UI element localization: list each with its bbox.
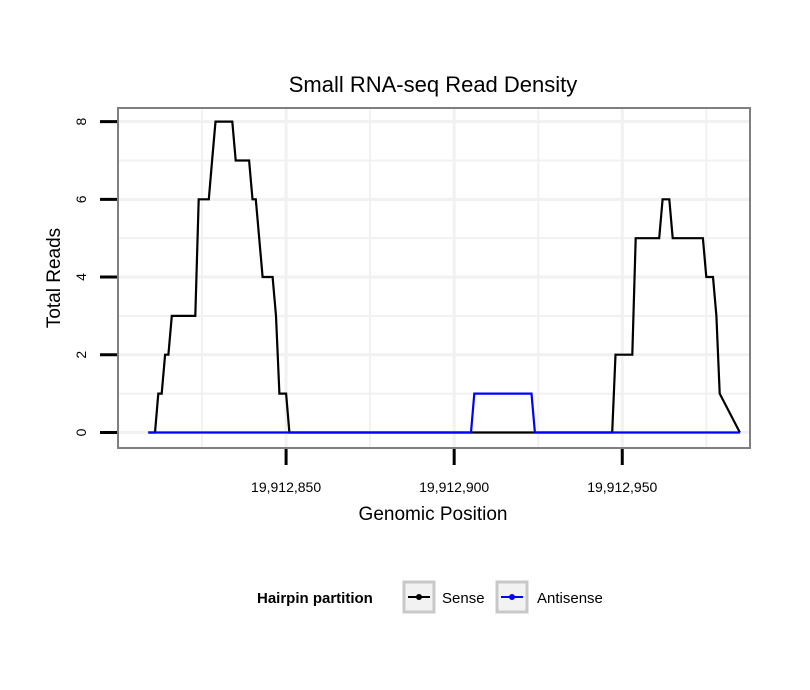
y-axis: 0 2 4 6 8 bbox=[73, 117, 117, 436]
x-tick-label: 19,912,950 bbox=[587, 479, 657, 495]
chart-title: Small RNA-seq Read Density bbox=[289, 72, 578, 97]
legend-title: Hairpin partition bbox=[257, 590, 373, 607]
y-tick-label: 0 bbox=[73, 428, 89, 436]
x-tick-label: 19,912,900 bbox=[419, 479, 489, 495]
series-line-antisense bbox=[148, 392, 740, 434]
x-axis: 19,912,850 19,912,900 19,912,950 bbox=[251, 449, 657, 495]
y-tick-label: 6 bbox=[73, 195, 89, 203]
y-tick-label: 8 bbox=[73, 117, 89, 125]
series-line-sense bbox=[148, 120, 741, 434]
x-axis-title: Genomic Position bbox=[359, 504, 508, 525]
legend-label-sense: Sense bbox=[442, 590, 485, 607]
legend: Hairpin partition Sense Antisense bbox=[257, 580, 603, 614]
y-tick-label: 4 bbox=[73, 273, 89, 281]
x-tick-label: 19,912,850 bbox=[251, 479, 321, 495]
y-axis-title: Total Reads bbox=[44, 228, 65, 328]
legend-point-antisense bbox=[509, 594, 515, 600]
plot-border bbox=[117, 107, 751, 449]
legend-point-sense bbox=[416, 594, 422, 600]
series-layer bbox=[148, 120, 741, 434]
legend-label-antisense: Antisense bbox=[537, 590, 603, 607]
y-tick-label: 2 bbox=[73, 351, 89, 359]
